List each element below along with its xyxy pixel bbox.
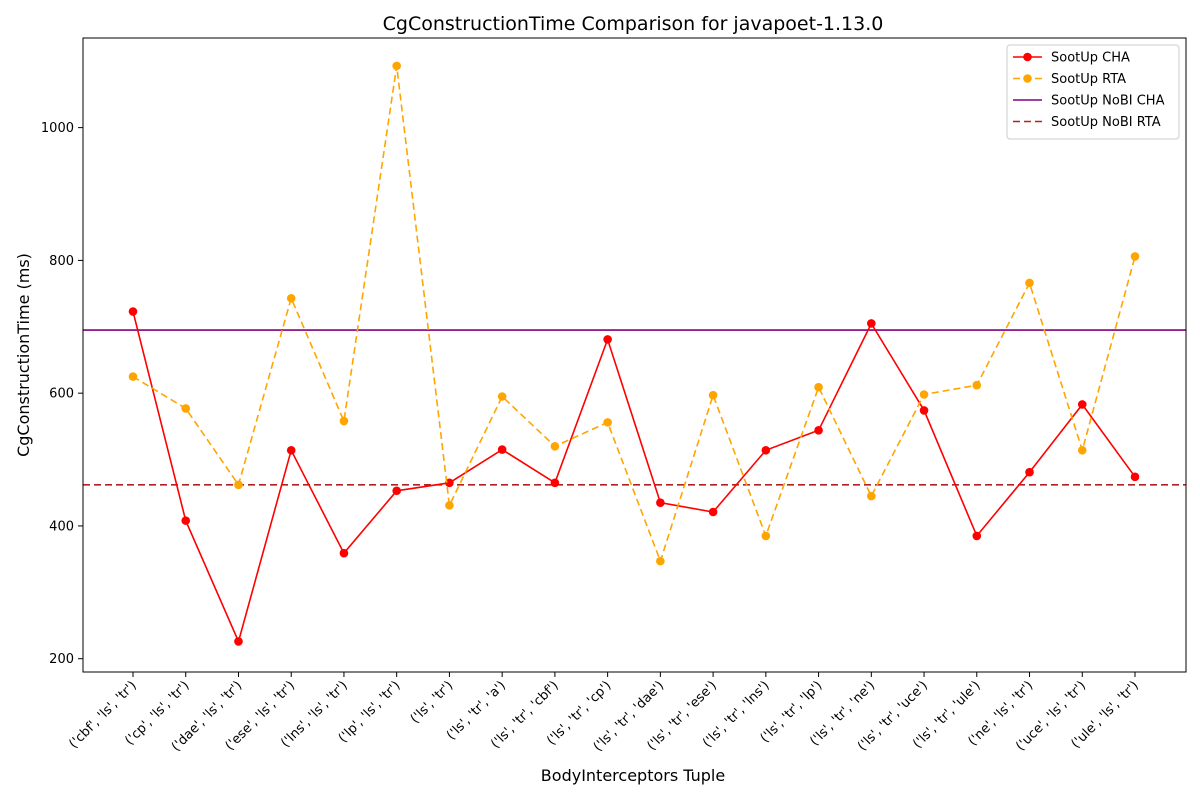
legend-label-4: SootUp NoBI RTA bbox=[1051, 115, 1161, 130]
series-1-point-16 bbox=[919, 406, 929, 415]
series-line-2 bbox=[132, 65, 1136, 564]
legend-label-1: SootUp CHA bbox=[1051, 51, 1130, 66]
series-1-point-10 bbox=[603, 335, 612, 344]
series-1-point-8 bbox=[497, 445, 507, 454]
legend-marker-2 bbox=[1023, 74, 1032, 83]
series-1-point-19 bbox=[1077, 400, 1087, 409]
series-2-point-15 bbox=[867, 491, 876, 501]
series-2-point-7 bbox=[445, 501, 454, 510]
series-2-point-6 bbox=[392, 61, 401, 71]
y-tick-label-5: 1000 bbox=[41, 121, 74, 136]
series-1-point-5 bbox=[339, 548, 349, 558]
x-tick-label-7: ('ls', 'tr') bbox=[408, 678, 456, 726]
series-2-point-9 bbox=[550, 441, 560, 451]
series-1-point-7 bbox=[445, 478, 454, 488]
series-2-point-13 bbox=[761, 531, 771, 541]
series-2-point-12 bbox=[708, 390, 718, 400]
y-tick-label-1: 200 bbox=[49, 652, 74, 667]
series-1-point-11 bbox=[656, 498, 665, 508]
series-2-point-5 bbox=[339, 416, 349, 426]
legend-label-2: SootUp RTA bbox=[1051, 72, 1126, 87]
series-2-point-10 bbox=[603, 418, 612, 427]
series-1-point-13 bbox=[761, 445, 771, 455]
series-2-point-3 bbox=[234, 480, 243, 490]
legend-marker-1 bbox=[1023, 52, 1032, 62]
series-1-point-6 bbox=[392, 486, 401, 496]
legend-box bbox=[1006, 44, 1180, 140]
series-2-point-20 bbox=[1130, 252, 1140, 261]
series-2-point-4 bbox=[286, 293, 296, 303]
legend: SootUp CHA SootUp RTA SootUp NoBI CHA SootU… bbox=[1006, 44, 1180, 140]
plot-area-frame bbox=[82, 37, 1187, 673]
x-axis-title: BodyInterceptors Tuple bbox=[541, 766, 725, 785]
series-line-1 bbox=[132, 311, 1136, 644]
series-1-point-20 bbox=[1130, 472, 1140, 482]
series-1-point-9 bbox=[550, 478, 560, 488]
legend-label-3: SootUp NoBI CHA bbox=[1051, 94, 1165, 109]
series-2-point-1 bbox=[128, 372, 138, 381]
series-2-point-19 bbox=[1077, 445, 1087, 455]
series-2-point-8 bbox=[497, 392, 507, 401]
series-2-point-2 bbox=[181, 404, 191, 413]
series-1-point-3 bbox=[234, 637, 243, 646]
series-1-point-1 bbox=[128, 307, 138, 316]
series-2-point-11 bbox=[656, 556, 665, 566]
series-1-point-14 bbox=[814, 426, 823, 435]
y-axis-title: CgConstructionTime (ms) bbox=[14, 253, 33, 457]
series-2-point-18 bbox=[1025, 278, 1034, 288]
series-1-point-18 bbox=[1025, 467, 1034, 477]
series-1-point-12 bbox=[708, 507, 718, 517]
y-tick-label-2: 400 bbox=[49, 519, 74, 534]
y-tick-label-4: 800 bbox=[49, 254, 74, 269]
chart-title: CgConstructionTime Comparison for javapo… bbox=[383, 13, 884, 35]
series-1-point-17 bbox=[972, 531, 982, 541]
series-2-point-16 bbox=[919, 390, 929, 399]
series-1-point-2 bbox=[181, 516, 191, 525]
series-2-point-14 bbox=[814, 382, 823, 392]
series-1-point-4 bbox=[286, 445, 296, 455]
series-1-point-15 bbox=[867, 319, 876, 328]
y-tick-label-3: 600 bbox=[49, 387, 74, 402]
series-2-point-17 bbox=[972, 380, 982, 390]
